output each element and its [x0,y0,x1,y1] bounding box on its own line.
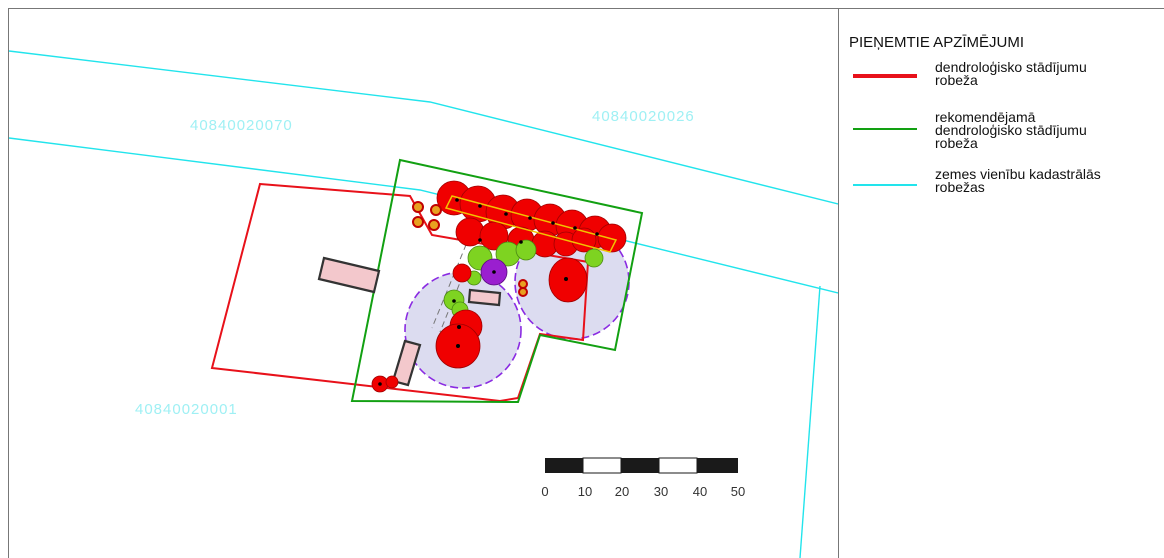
map-frame [8,8,1164,558]
scale-tick-40: 40 [693,484,707,499]
tree-green [515,239,537,261]
scale-segment [697,458,738,473]
scale-bar: 0 10 20 30 40 50 [541,457,745,499]
legend-line-red [853,74,917,78]
map-canvas: 40840020070 40840020026 40840020001 [8,50,838,558]
shrub-group [412,201,528,297]
path-dashed-1 [431,234,471,329]
scale-segment [621,458,659,473]
shrub [412,201,424,213]
building-1 [317,256,381,294]
scale-tick-50: 50 [731,484,745,499]
cadastral-boundary-upper [8,50,838,205]
tree-red [548,257,588,303]
scale-tick-30: 30 [654,484,668,499]
tree-red [455,217,485,247]
tree-red [479,221,509,251]
shrub [518,287,528,297]
legend-title: PIEŅEMTIE APZĪMĒJUMI [849,34,1025,51]
shrub [518,279,528,289]
cadastral-boundary-lower [8,137,838,294]
legend-line-green [853,128,917,130]
cadastral-boundary-vertical [799,285,821,558]
legend-line-cyan [853,184,917,186]
trunk-dots [378,198,599,386]
parcel-label-a: 40840020070 [190,117,293,134]
tree-red [597,223,627,253]
scale-segment [658,457,698,474]
shrub [428,219,440,231]
tree-green [584,248,604,268]
path-dashed-2 [439,237,479,333]
scale-tick-20: 20 [615,484,629,499]
building-2 [467,288,502,307]
legend-label: rekomendējamā dendroloģisko stādījumu ro… [935,109,1087,151]
building-3 [391,339,422,387]
legend-label: dendroloģisko stādījumu robeža [935,59,1087,88]
legend-panel: PIEŅEMTIE APZĪMĒJUMI dendroloģisko stādī… [838,9,1164,558]
scale-segment [582,457,622,474]
tree-red [385,375,399,389]
legend-label: zemes vienību kadastrālās robežas [935,166,1101,195]
tree-red [452,263,472,283]
parcel-label-b: 40840020026 [592,108,695,125]
scale-tick-10: 10 [578,484,592,499]
shrub [412,216,424,228]
tree-row [436,180,627,258]
shrub [430,204,442,216]
scale-segment [545,458,583,473]
recommended-boundary-green [350,158,644,404]
scale-tick-0: 0 [541,484,548,499]
tree-row-outline [444,195,618,253]
feature-trees [371,257,588,393]
parcel-label-c: 40840020001 [135,401,238,418]
